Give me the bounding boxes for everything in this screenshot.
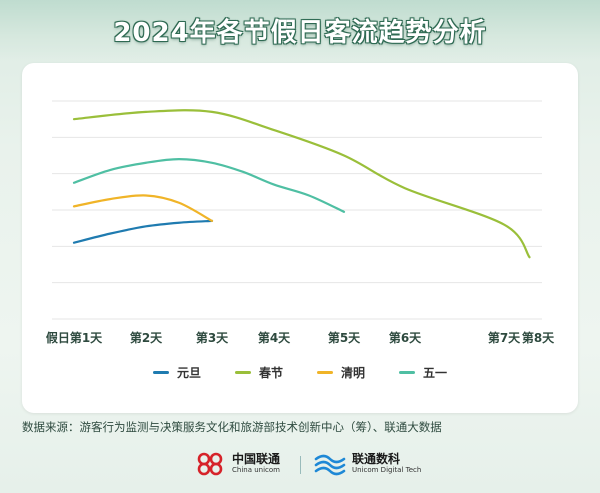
unicom-digital-name: 联通数科 [352,452,401,466]
data-source-note: 数据来源：游客行为监测与决策服务文化和旅游部技术创新中心（筹）、联通大数据 [22,420,442,434]
line-chart: 假日第1天 第2天 第3天 第4天 第5天 第6天 第7天 第8天 [46,100,555,345]
unicom-digital-wave-icon [314,454,346,476]
china-unicom-sub: China unicom [232,466,280,474]
legend-label: 春节 [258,365,283,380]
x-tick-label: 第5天 [328,330,361,345]
unicom-digital-sub: Unicom Digital Tech [352,466,422,474]
legend-label: 清明 [341,365,366,380]
logo-bar: 中国联通 China unicom 联通数科 Unicom Digital Te… [0,446,600,482]
legend-item-1: 春节 [234,362,283,382]
x-tick-label: 第3天 [196,330,229,345]
series-line-3 [72,158,346,213]
legend-label: 元旦 [176,365,201,380]
legend-item-2: 清明 [317,362,365,382]
legend-swatch [317,370,333,374]
series-line-1 [72,109,531,259]
x-tick-label: 第7天 [488,330,521,345]
unicom-digital-logo: 联通数科 Unicom Digital Tech [312,446,421,482]
series-line-2 [72,194,214,222]
x-tick-label: 假日第1天 [46,330,103,345]
legend-label: 五一 [423,365,448,380]
legend-swatch [399,370,416,374]
series-line-0 [72,219,214,244]
chart-card: 假日第1天 第2天 第3天 第4天 第5天 第6天 第7天 第8天 元旦 春节 清明 五一 [22,63,578,413]
china-unicom-name: 中国联通 [232,452,281,466]
china-unicom-knot-icon [197,452,223,476]
legend-swatch [152,370,169,374]
page-title: 2024年各节假日客流趋势分析 [113,18,487,48]
legend-item-0: 元旦 [152,362,201,382]
x-tick-label: 第6天 [389,330,422,345]
legend-swatch [234,370,251,374]
legend-item-3: 五一 [399,362,447,382]
header-band [0,0,600,60]
x-tick-label: 第8天 [522,330,555,345]
logo-divider [300,456,301,474]
chart-legend: 元旦 春节 清明 五一 [22,362,578,382]
china-unicom-logo: 中国联通 China unicom [192,446,280,482]
x-tick-label: 第4天 [258,330,291,345]
x-tick-label: 第2天 [130,330,163,345]
